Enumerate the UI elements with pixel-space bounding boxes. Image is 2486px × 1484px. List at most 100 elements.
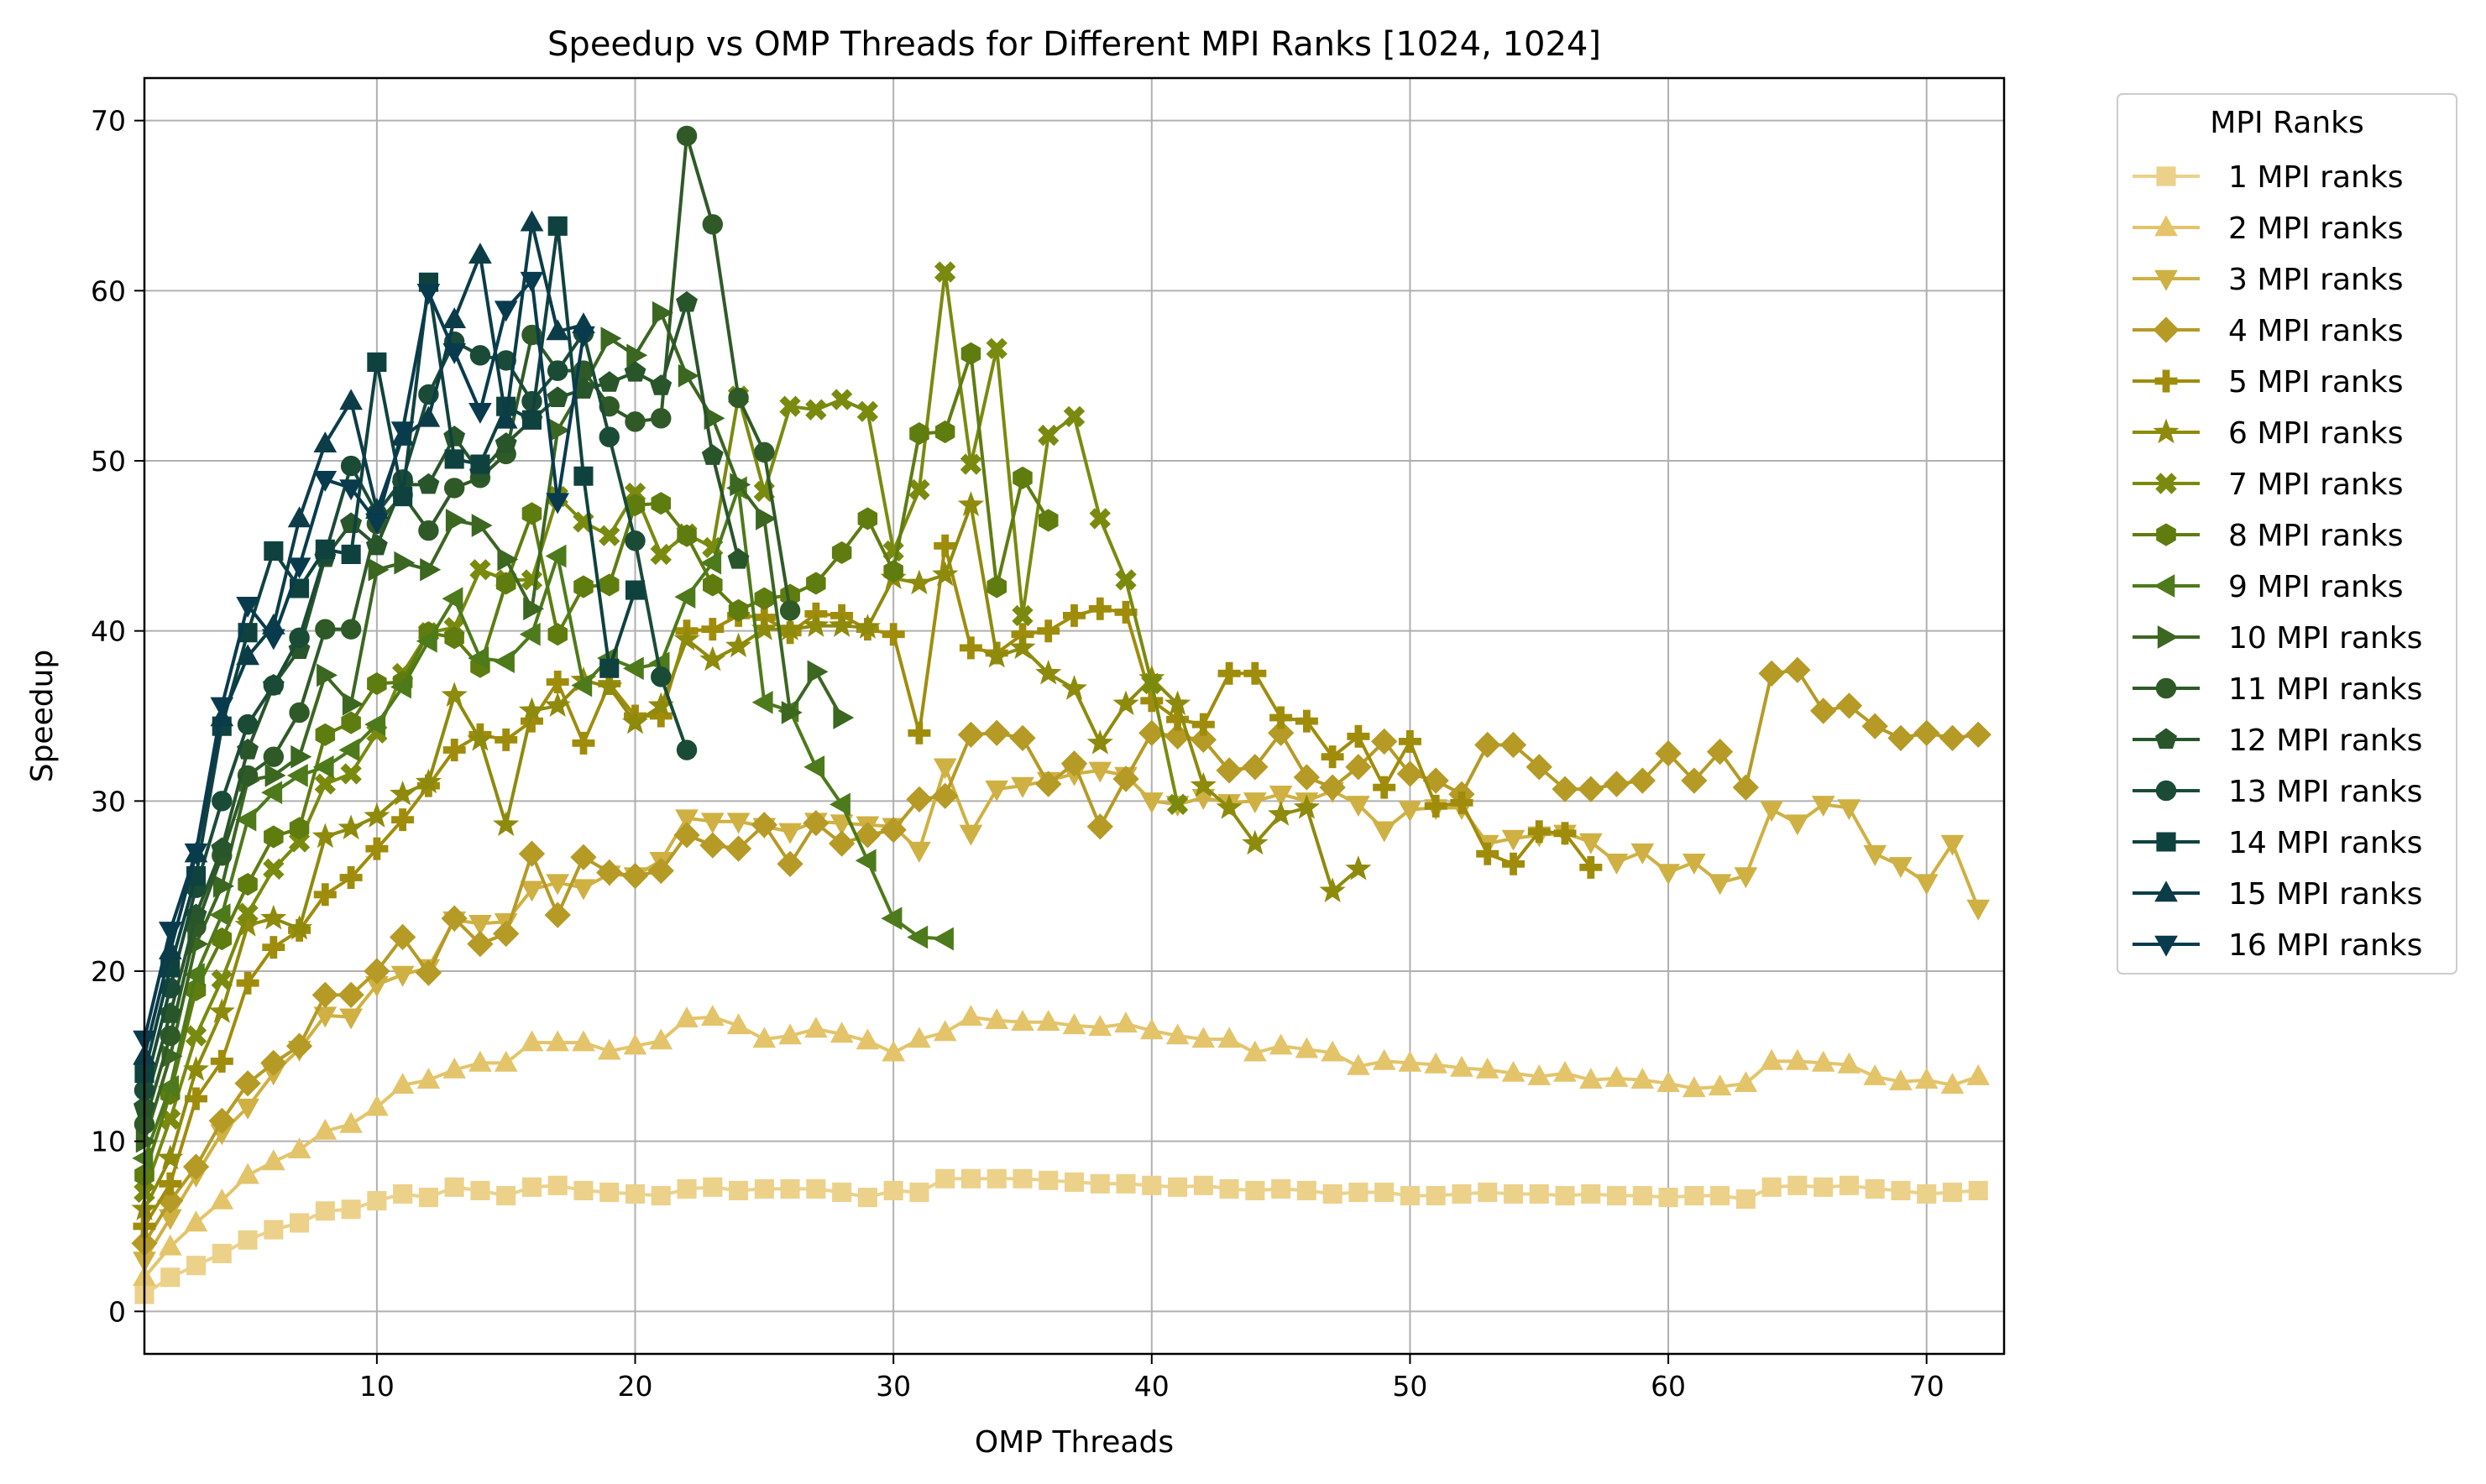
x-tick-label: 30 [876, 1370, 911, 1403]
data-point [182, 1153, 210, 1180]
data-point [1243, 661, 1267, 685]
y-tick-label: 60 [91, 274, 126, 307]
data-point [1966, 899, 1991, 921]
data-point [394, 551, 416, 575]
data-point [806, 1178, 826, 1199]
data-point [830, 1022, 854, 1043]
data-point [469, 559, 491, 581]
data-point [960, 342, 981, 365]
series-line [143, 1015, 1979, 1279]
data-point [339, 1008, 363, 1030]
data-point [1037, 619, 1060, 643]
data-point [909, 1182, 929, 1202]
data-point [289, 817, 310, 840]
data-point [906, 786, 933, 813]
data-point [700, 1005, 725, 1026]
data-point [185, 1025, 207, 1047]
legend-marker [2154, 574, 2175, 598]
data-point [264, 541, 284, 561]
data-point [313, 883, 337, 907]
data-point [260, 904, 287, 930]
data-point [1837, 799, 1861, 821]
data-point [211, 969, 233, 990]
data-point [1112, 766, 1139, 792]
data-point [367, 1191, 387, 1211]
data-point [416, 629, 437, 653]
data-point [677, 524, 697, 547]
data-point [1345, 754, 1372, 781]
data-point [1089, 508, 1111, 530]
data-point [236, 1163, 259, 1184]
legend-label: 12 MPI ranks [2228, 724, 2422, 758]
data-point [728, 598, 749, 622]
data-point [726, 1013, 751, 1035]
data-point [290, 745, 312, 769]
data-point [1293, 794, 1320, 819]
data-point [1039, 509, 1059, 532]
data-point [1939, 724, 1966, 752]
data-point [547, 216, 568, 236]
data-point [365, 1095, 389, 1116]
data-point [158, 922, 182, 943]
data-point [599, 1182, 620, 1202]
data-point [416, 1068, 441, 1089]
data-point [494, 1050, 518, 1072]
legend-marker [2154, 880, 2178, 902]
data-point [212, 1243, 232, 1263]
data-point [1009, 634, 1036, 660]
legend-label: 3 MPI ranks [2228, 263, 2403, 297]
data-point [442, 739, 466, 761]
data-point [830, 389, 853, 410]
data-point [494, 407, 518, 429]
data-point [1217, 661, 1241, 685]
data-point [1035, 771, 1062, 797]
data-point [1348, 1182, 1369, 1202]
data-point [935, 1168, 955, 1189]
data-point [1116, 1173, 1136, 1194]
data-point [1063, 405, 1086, 428]
data-point [906, 569, 933, 595]
data-point [832, 1182, 852, 1202]
data-point [1060, 675, 1088, 700]
data-point [390, 675, 411, 699]
data-point [393, 487, 413, 507]
legend-item: 5 MPI ranks [2133, 365, 2403, 400]
data-point [570, 844, 597, 870]
legend-label: 15 MPI ranks [2228, 877, 2422, 912]
data-point [1372, 821, 1396, 843]
data-point [881, 907, 903, 931]
data-point [1475, 1057, 1499, 1079]
data-point [544, 901, 571, 928]
data-point [1708, 1074, 1732, 1096]
data-point [1347, 724, 1370, 748]
data-point [572, 1030, 595, 1052]
legend-marker [2153, 418, 2180, 444]
data-point [751, 690, 773, 714]
data-point [1942, 1182, 1962, 1202]
data-point [263, 675, 285, 696]
data-point [702, 214, 724, 235]
data-point [285, 1032, 313, 1059]
data-point [1656, 1071, 1680, 1092]
data-point [547, 1175, 568, 1195]
data-point [442, 307, 467, 328]
data-point [571, 673, 593, 698]
legend-item: 1 MPI ranks [2133, 160, 2403, 195]
legend-item: 14 MPI ranks [2133, 826, 2422, 860]
data-point [857, 507, 878, 530]
data-point [621, 862, 649, 890]
data-point [519, 622, 541, 646]
data-point [803, 755, 825, 779]
legend-marker [2153, 316, 2180, 343]
data-point [651, 1186, 671, 1206]
data-point [495, 728, 518, 751]
data-point [368, 557, 390, 582]
data-point [364, 713, 386, 736]
data-point [934, 420, 955, 444]
data-point [468, 915, 492, 936]
data-point [443, 478, 465, 499]
data-point [236, 1098, 259, 1120]
data-point [494, 300, 518, 322]
data-point [523, 597, 545, 621]
data-point [546, 1030, 570, 1052]
